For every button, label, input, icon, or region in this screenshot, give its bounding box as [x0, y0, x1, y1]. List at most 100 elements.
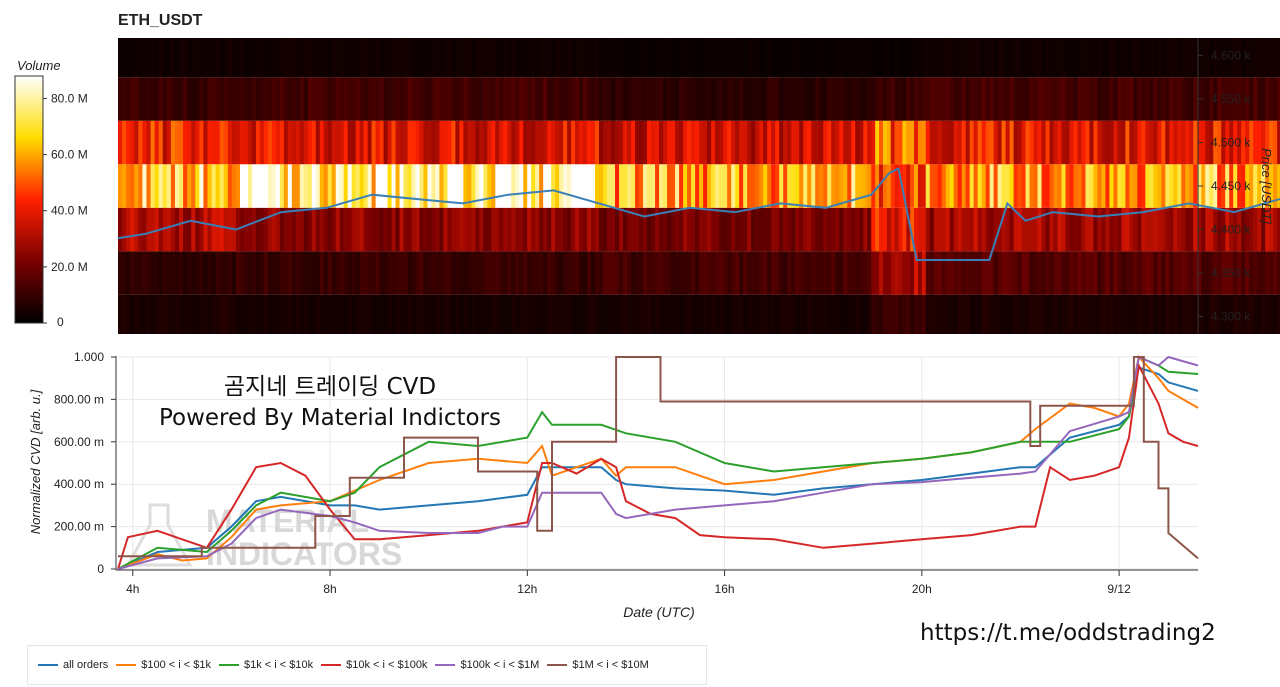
- heatmap-cell: [247, 164, 253, 208]
- heatmap-cell: [771, 251, 776, 295]
- heatmap-cell: [1269, 164, 1274, 208]
- heatmap-cell: [599, 38, 604, 78]
- heatmap-cell: [1001, 294, 1007, 334]
- heatmap-cell: [783, 164, 788, 208]
- heatmap-cell: [563, 207, 568, 252]
- heatmap-cell: [1001, 120, 1007, 165]
- heatmap-cell: [867, 207, 872, 252]
- heatmap-cell: [1105, 77, 1111, 121]
- heatmap-cell: [1065, 77, 1071, 121]
- heatmap-cell: [591, 294, 596, 334]
- legend-item[interactable]: $1M < i < $10M: [547, 659, 649, 671]
- heatmap-cell: [283, 38, 289, 78]
- heatmap-cell: [799, 251, 804, 295]
- heatmap-cell: [759, 251, 764, 295]
- heatmap-cell: [1245, 164, 1250, 208]
- heatmap-cell: [719, 294, 724, 334]
- heatmap-cell: [499, 207, 504, 252]
- heatmap-cell: [219, 251, 225, 295]
- heatmap-cell: [162, 207, 168, 252]
- heatmap-cell: [819, 251, 824, 295]
- heatmap-cell: [1173, 38, 1178, 78]
- heatmap-cell: [1013, 77, 1019, 121]
- heatmap-cell: [1185, 294, 1190, 334]
- heatmap-cell: [898, 38, 903, 78]
- heatmap-cell: [906, 294, 911, 334]
- heatmap-cell: [619, 120, 624, 165]
- legend-item[interactable]: $100 < i < $1k: [116, 659, 211, 671]
- heatmap-cell: [483, 207, 488, 252]
- heatmap-cell: [993, 251, 999, 295]
- heatmap-cell: [174, 294, 180, 334]
- heatmap-cell: [723, 77, 728, 121]
- heatmap-cell: [395, 120, 401, 165]
- heatmap-cell: [467, 207, 472, 252]
- heatmap-cell: [1081, 294, 1087, 334]
- heatmap-cell: [1169, 251, 1174, 295]
- heatmap-cell: [251, 207, 257, 252]
- heatmap-cell: [1141, 164, 1146, 208]
- heatmap-cell: [941, 120, 947, 165]
- heatmap-cell: [1025, 38, 1031, 78]
- heatmap-cell: [395, 164, 401, 208]
- legend-item[interactable]: $100k < i < $1M: [435, 659, 539, 671]
- heatmap-cell: [1129, 207, 1134, 252]
- heatmap-cell: [1181, 77, 1186, 121]
- heatmap-cell: [287, 164, 293, 208]
- heatmap-cell: [1229, 251, 1234, 295]
- heatmap-cell: [379, 207, 385, 252]
- heatmap-cell: [423, 207, 429, 252]
- heatmap-cell: [547, 120, 552, 165]
- heatmap-cell: [463, 77, 468, 121]
- heatmap-cell: [929, 38, 935, 78]
- heatmap-cell: [961, 251, 967, 295]
- heatmap-cell: [1273, 77, 1278, 121]
- heatmap-cell: [1157, 164, 1162, 208]
- heatmap-cell: [815, 294, 820, 334]
- price-tick-label: 4.450 k: [1211, 179, 1251, 193]
- legend-item[interactable]: $10k < i < $100k: [321, 659, 427, 671]
- heatmap-cell: [415, 251, 421, 295]
- legend-swatch: [218, 664, 239, 666]
- heatmap-cell: [886, 120, 892, 165]
- heatmap-cell: [287, 120, 293, 165]
- heatmap-cell: [953, 207, 959, 252]
- legend-item[interactable]: all orders: [38, 659, 108, 671]
- heatmap-cell: [1053, 164, 1059, 208]
- heatmap-cell: [395, 251, 401, 295]
- heatmap-cell: [535, 77, 540, 121]
- heatmap-cell: [551, 164, 556, 208]
- heatmap-cell: [635, 251, 640, 295]
- heatmap-cell: [831, 251, 836, 295]
- heatmap-cell: [723, 207, 728, 252]
- heatmap-cell: [1241, 207, 1246, 252]
- heatmap-cell: [623, 251, 628, 295]
- heatmap-cell: [146, 207, 152, 252]
- telegram-link[interactable]: https://t.me/oddstrading2: [920, 620, 1216, 646]
- heatmap-cell: [403, 294, 409, 334]
- heatmap-cell: [1209, 38, 1214, 78]
- heatmap-cell: [1009, 120, 1015, 165]
- heatmap-cell: [965, 164, 971, 208]
- x-tick-label: 4h: [126, 582, 139, 596]
- heatmap-cell: [535, 120, 540, 165]
- heatmap-cell: [859, 164, 864, 208]
- heatmap-cell: [937, 251, 943, 295]
- heatmap-cell: [559, 251, 564, 295]
- heatmap-cell: [239, 294, 245, 334]
- heatmap-cell: [327, 294, 333, 334]
- heatmap-cell: [703, 294, 708, 334]
- heatmap-cell: [619, 38, 624, 78]
- legend-item[interactable]: $1k < i < $10k: [218, 659, 313, 671]
- heatmap-cell: [439, 251, 445, 295]
- heatmap-cell: [539, 77, 544, 121]
- heatmap-cell: [607, 77, 612, 121]
- heatmap-cell: [867, 77, 872, 121]
- heatmap-cell: [467, 77, 472, 121]
- heatmap-cell: [291, 207, 297, 252]
- heatmap-cell: [215, 164, 221, 208]
- heatmap-cell: [1089, 251, 1095, 295]
- heatmap-cell: [783, 77, 788, 121]
- heatmap-cell: [811, 38, 816, 78]
- heatmap-cell: [191, 207, 196, 252]
